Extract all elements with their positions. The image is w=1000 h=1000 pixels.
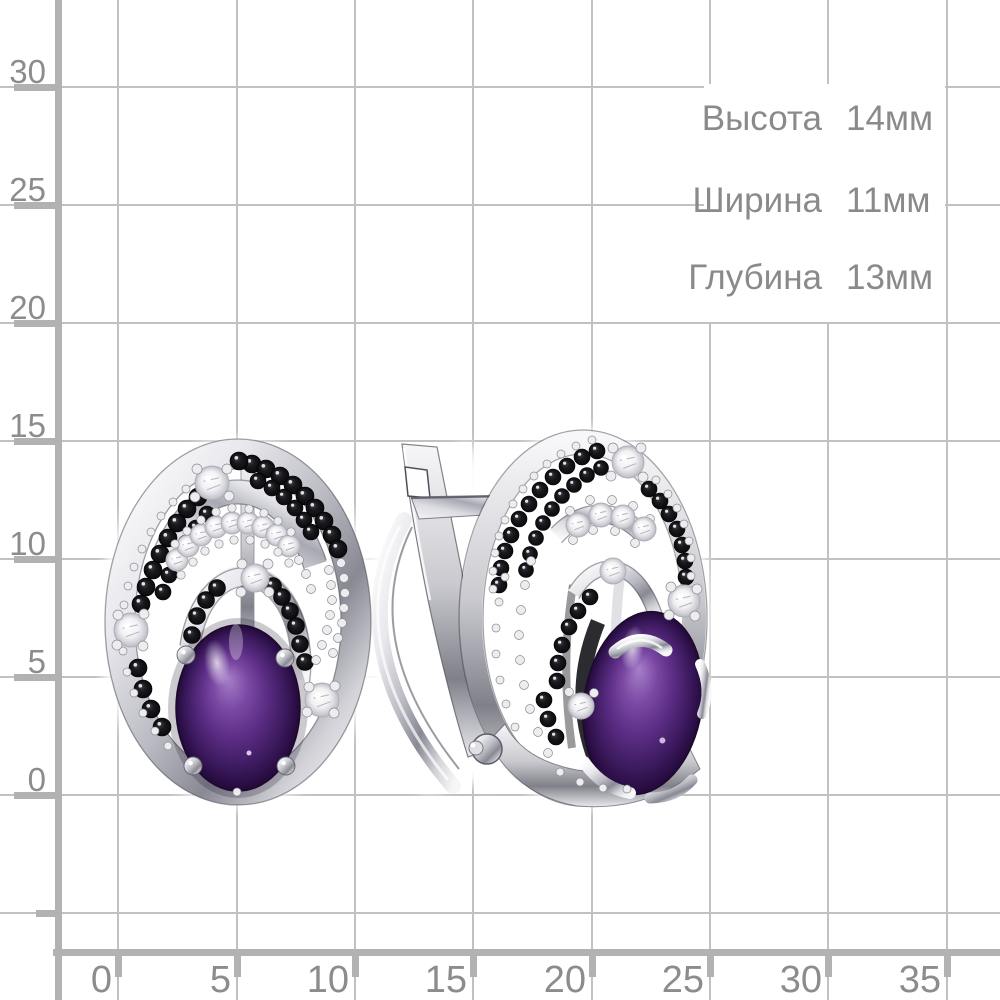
y-axis-label: 15 [9,407,46,444]
grid-line [117,0,119,1000]
axis-tick [14,202,56,209]
dimension-value: 14мм [846,99,934,138]
dimension-row-width: Ширина 11мм [693,181,945,221]
axis-tick [470,956,477,977]
grid-line [0,912,1000,914]
axis-tick [14,84,56,91]
y-axis-label: 30 [9,53,46,90]
x-axis-label: 30 [779,959,822,1000]
y-axis-label: 10 [9,525,46,562]
dimension-label: Ширина [692,181,822,220]
axis-tick [14,438,56,445]
axis-tick [825,956,832,977]
axis-tick [115,956,122,977]
dimension-value: 11мм [846,181,931,220]
x-axis-label: 35 [898,959,941,1000]
x-axis-label: 5 [209,959,231,1000]
axis-tick [352,956,359,977]
y-axis-label: 25 [9,171,46,208]
axis-tick [14,556,56,563]
axis-tick [14,792,56,799]
grid-line [0,794,1000,796]
grid-line [55,0,62,1000]
dimension-label: Высота [701,99,822,138]
y-axis-label: 5 [27,643,46,680]
grid-line [946,0,948,1000]
grid-line [0,204,1000,206]
y-axis-label: 0 [27,761,46,798]
dimension-label: Глубина [688,258,822,297]
axis-tick [36,910,56,917]
grid-line [53,949,1000,956]
dimensions-panel: Высота 14мм Ширина 11мм Глубина 13мм [688,84,945,322]
dimension-row-depth: Глубина 13мм [688,258,945,298]
grid-line [354,0,356,1000]
grid-line [709,0,711,1000]
y-axis-label: 20 [9,289,46,326]
axis-tick [944,956,951,977]
axis-tick [707,956,714,977]
axis-tick [14,674,56,681]
x-axis-label: 15 [424,959,467,1000]
axis-tick [589,956,596,977]
grid-line [827,0,829,1000]
x-axis-label: 0 [90,959,112,1000]
x-axis-label: 20 [543,959,586,1000]
axis-tick [234,956,241,977]
grid-line [0,86,1000,88]
grid-line [0,322,1000,324]
grid-line [0,440,1000,442]
x-axis-label: 10 [306,959,349,1000]
dimension-row-height: Высота 14мм [701,99,945,139]
x-axis-label: 25 [661,959,704,1000]
axis-tick [14,320,56,327]
dimension-value: 13мм [846,258,934,297]
